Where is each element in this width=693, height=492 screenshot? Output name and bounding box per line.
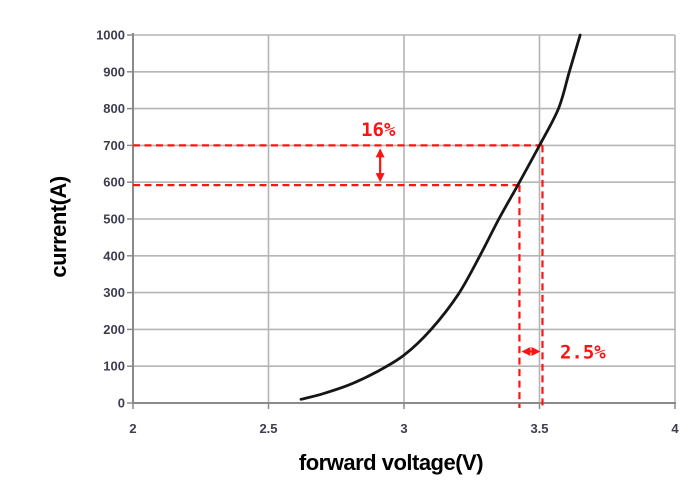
- y-tick-label: 700: [103, 138, 125, 153]
- y-tick-label: 200: [103, 322, 125, 337]
- x-tick-label: 2.5: [259, 421, 277, 436]
- arrow-head: [375, 173, 385, 183]
- y-tick-label: 500: [103, 212, 125, 227]
- y-axis-title: current(A): [46, 176, 71, 278]
- arrow-head: [375, 148, 385, 158]
- annotation-label: 16%: [361, 119, 396, 141]
- y-tick-label: 400: [103, 248, 125, 263]
- y-tick-label: 1000: [96, 28, 125, 43]
- y-tick-label: 900: [103, 64, 125, 79]
- y-tick-label: 600: [103, 175, 125, 190]
- x-tick-label: 4: [671, 421, 679, 436]
- y-tick-label: 300: [103, 285, 125, 300]
- annotation-label: 2.5%: [560, 341, 606, 363]
- iv-curve: [299, 33, 582, 401]
- x-tick-label: 2: [129, 421, 136, 436]
- x-tick-label: 3.5: [530, 421, 548, 436]
- x-axis-title: forward voltage(V): [298, 450, 484, 475]
- x-tick-label: 3: [400, 421, 407, 436]
- y-tick-label: 100: [103, 359, 125, 374]
- y-tick-label: 800: [103, 101, 125, 116]
- arrow-head: [531, 346, 541, 356]
- y-tick-label: 0: [118, 396, 125, 411]
- arrow-head: [521, 346, 531, 356]
